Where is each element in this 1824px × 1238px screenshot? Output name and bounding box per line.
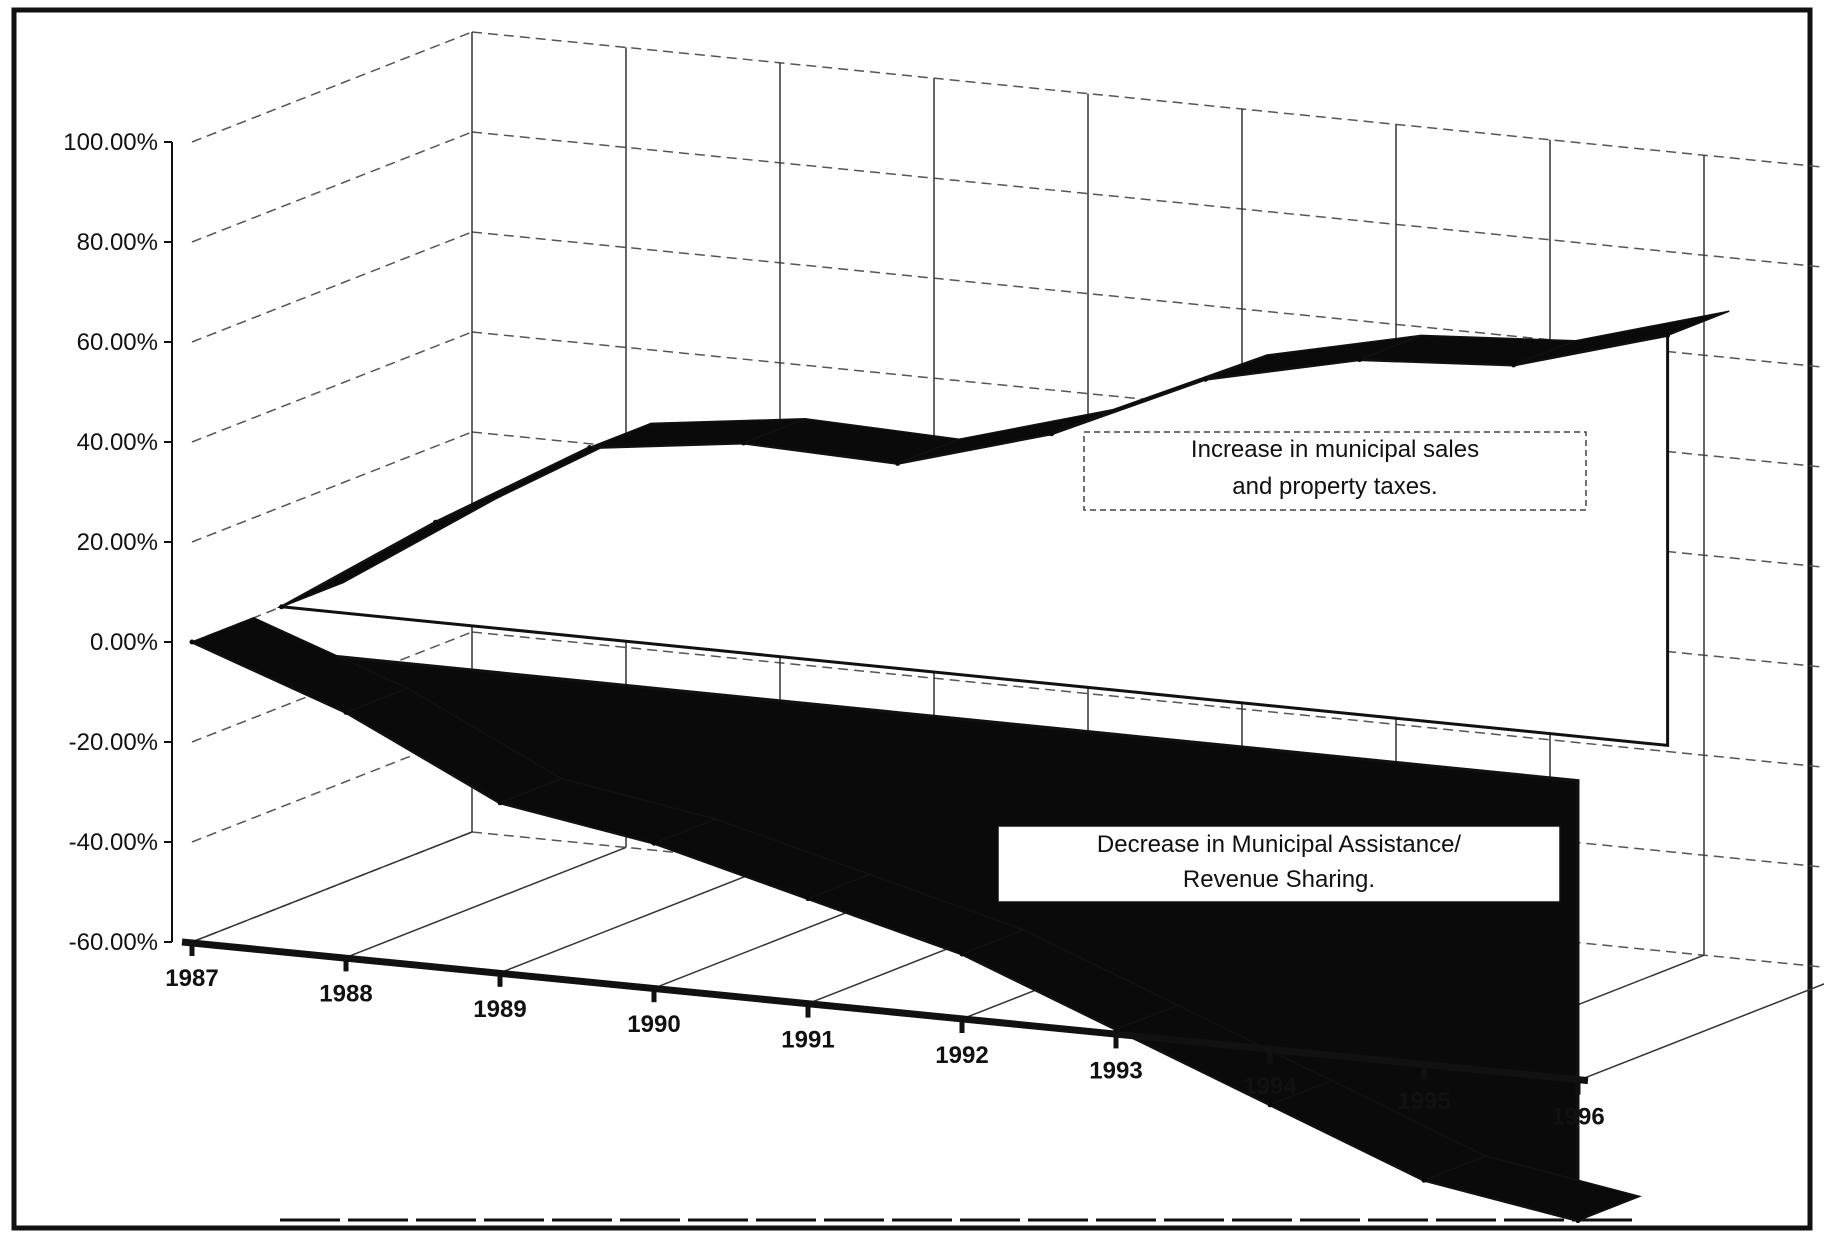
series-1-point-1 [343, 709, 349, 715]
x-tick-label-5: 1992 [935, 1042, 988, 1069]
gridline-side-5 [191, 331, 473, 443]
series-1-point-8 [1421, 1177, 1427, 1183]
series-0-point-9 [1665, 332, 1671, 338]
x-tick-label-9: 1996 [1551, 1104, 1604, 1131]
x-tick-label-6: 1993 [1089, 1057, 1142, 1084]
y-tick-label-7: -40.00% [69, 829, 158, 856]
gridline-side-1 [191, 731, 473, 843]
gridline-floor-1 [345, 846, 627, 959]
gridline-side-4 [191, 431, 473, 543]
chart-frame [11, 7, 1813, 1231]
annotation-decrease-line-2: Revenue Sharing. [1183, 866, 1375, 893]
series-0-point-8 [1511, 362, 1517, 368]
annotation-increase-line-1: Increase in municipal sales [1191, 436, 1479, 463]
gridline-floor-0 [191, 831, 473, 943]
gridline-side-6 [191, 231, 473, 343]
x-tick-label-8: 1995 [1397, 1088, 1450, 1115]
series-1-segment-8 [1421, 1155, 1643, 1222]
y-tick-label-3: 40.00% [77, 429, 158, 456]
series-0-point-0 [279, 604, 285, 610]
gridline-back-8 [471, 31, 1824, 168]
gridline-floor-9 [1577, 983, 1824, 1082]
x-axis-line [181, 938, 1589, 1085]
series-1-point-0 [189, 639, 195, 645]
annotation-decrease-line-1: Decrease in Municipal Assistance/ [1097, 831, 1462, 858]
series-0-point-2 [587, 445, 593, 451]
series-0-point-4 [895, 460, 901, 466]
gridline-side-7 [191, 131, 473, 243]
x-tick-label-2: 1989 [473, 996, 526, 1023]
y-tick-label-5: 0.00% [90, 629, 158, 656]
y-tick-label-1: 80.00% [77, 229, 158, 256]
y-tick-label-2: 60.00% [77, 329, 158, 356]
series-1-point-4 [805, 896, 811, 902]
x-tick-label-3: 1990 [627, 1011, 680, 1038]
series-1-point-3 [651, 840, 657, 846]
series-0-point-7 [1357, 357, 1363, 363]
y-tick-label-4: 20.00% [77, 529, 158, 556]
series-1-point-2 [497, 800, 503, 806]
gridline-side-8 [191, 31, 473, 143]
x-tick-label-7: 1994 [1243, 1073, 1297, 1100]
annotation-increase: Increase in municipal sales and property… [1083, 431, 1587, 511]
y-tick-label-0: 100.00% [63, 129, 158, 156]
series-0-point-5 [1049, 431, 1055, 437]
y-tick-label-6: -20.00% [69, 729, 158, 756]
series-0-point-3 [741, 440, 747, 446]
y-tick-label-8: -60.00% [69, 929, 158, 956]
annotation-decrease-box [997, 825, 1561, 903]
gridline-floor-2 [499, 862, 781, 974]
series-0-point-6 [1203, 376, 1209, 382]
annotation-increase-line-2: and property taxes. [1232, 473, 1437, 500]
gridline-back-2 [471, 631, 1824, 768]
gridline-back-7 [471, 131, 1824, 268]
x-tick-label-4: 1991 [781, 1027, 834, 1054]
series-1-point-7 [1267, 1102, 1273, 1108]
series-1-point-9 [1575, 1218, 1581, 1224]
annotation-decrease: Decrease in Municipal Assistance/ Revenu… [997, 825, 1561, 903]
axes-layer: 100.00% 80.00% 60.00% 40.00% 20.00% 0.00% -20.… [63, 129, 1604, 1131]
series-1 [189, 616, 1643, 1224]
series-1-point-5 [959, 951, 965, 957]
x-tick-label-1: 1988 [319, 980, 372, 1007]
series-0-point-1 [433, 519, 439, 525]
series-0-segment-8 [1513, 310, 1730, 366]
x-tick-label-0: 1987 [165, 965, 218, 992]
annotation-increase-box [1083, 431, 1587, 511]
